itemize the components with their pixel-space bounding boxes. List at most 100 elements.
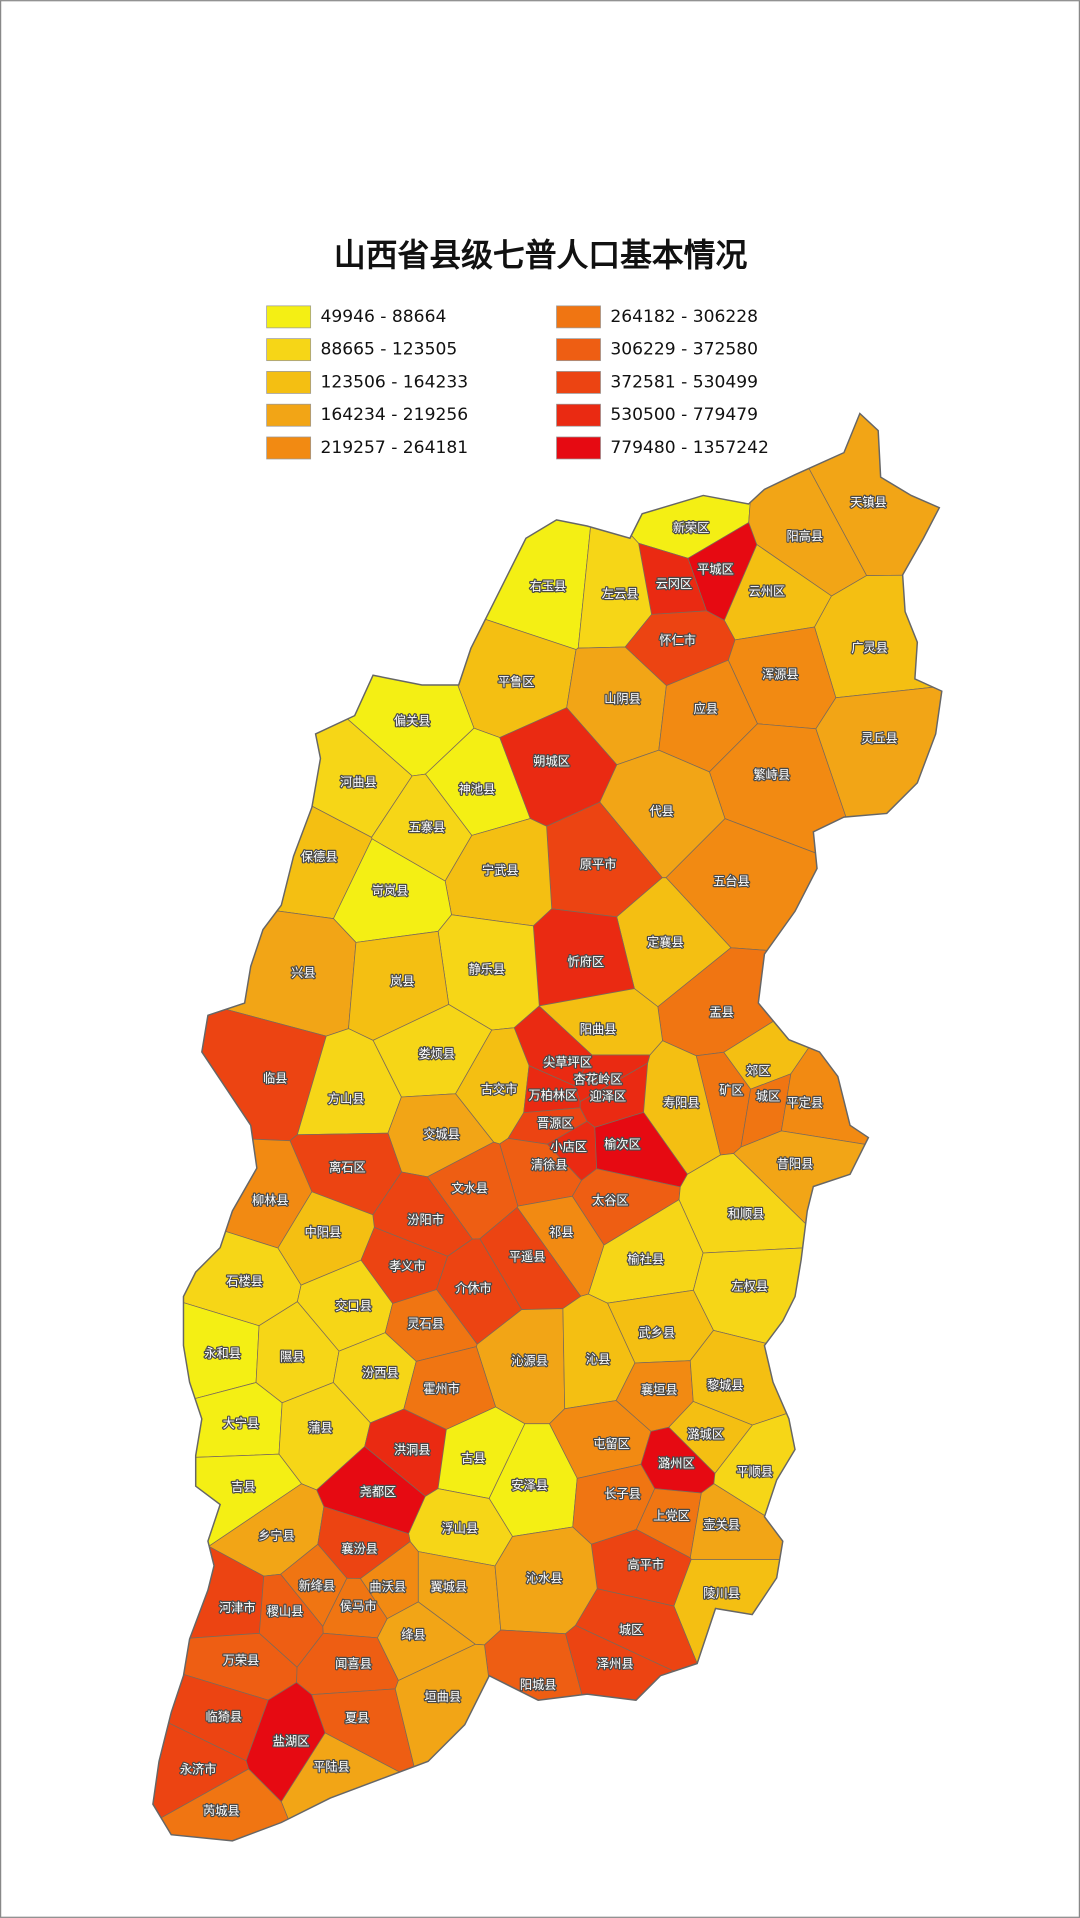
legend-swatch [556, 338, 601, 362]
county-label: 屯留区 [593, 1437, 630, 1451]
county-label: 杏花岭区 [574, 1072, 623, 1087]
county-label: 偏关县 [394, 713, 431, 728]
county-label: 襄垣县 [641, 1382, 678, 1397]
county-label: 壶关县 [703, 1517, 740, 1532]
legend-label: 88665 - 123505 [320, 340, 457, 360]
county-label: 方山县 [328, 1091, 365, 1106]
county-label: 黎城县 [707, 1378, 744, 1392]
county-label: 石楼县 [226, 1273, 263, 1288]
county-label: 娄烦县 [418, 1046, 455, 1061]
county-label: 静乐县 [468, 963, 505, 977]
county-label: 繁峙县 [753, 767, 790, 782]
county-label: 汾阳市 [407, 1212, 444, 1227]
county-label: 兴县 [291, 966, 315, 980]
county-label: 高平市 [627, 1557, 664, 1572]
county-label: 平陆县 [313, 1759, 350, 1774]
county-label: 新荣区 [673, 520, 710, 535]
county-label: 曲沃县 [369, 1580, 406, 1594]
county-label: 五寨县 [409, 820, 446, 835]
county-label: 浮山县 [442, 1521, 479, 1535]
county-label: 原平市 [580, 856, 617, 871]
county-label: 临县 [263, 1071, 287, 1085]
legend-label: 306229 - 372580 [610, 340, 758, 360]
county-label: 盂县 [709, 1005, 733, 1019]
county-label: 阳城县 [520, 1678, 557, 1692]
county-label: 孝义市 [389, 1259, 426, 1274]
legend-label: 372581 - 530499 [610, 372, 758, 392]
county-label: 定襄县 [647, 935, 684, 950]
county-label: 小店区 [550, 1140, 587, 1154]
county-label: 平城区 [697, 563, 734, 577]
county-label: 保德县 [301, 849, 338, 864]
county-label: 广灵县 [851, 641, 888, 655]
county-label: 离石区 [329, 1160, 366, 1175]
county-label: 洪洞县 [394, 1443, 431, 1457]
county-label: 岚县 [390, 975, 414, 989]
county-label: 灵石县 [407, 1317, 444, 1331]
county-label: 郊区 [746, 1064, 770, 1078]
county-label: 上党区 [653, 1508, 690, 1523]
map-title: 山西省县级七普人口基本情况 [334, 237, 748, 274]
county-label: 浑源县 [762, 668, 799, 682]
county-label: 代县 [649, 805, 673, 819]
county-label: 昔阳县 [777, 1157, 814, 1171]
legend-label: 123506 - 164233 [320, 372, 468, 392]
legend-swatch [266, 436, 312, 460]
legend-label: 530500 - 779479 [610, 405, 758, 425]
county-label: 万荣县 [223, 1654, 260, 1668]
county-label: 尖草坪区 [543, 1055, 592, 1069]
county-label: 襄汾县 [341, 1541, 378, 1556]
county-label: 临猗县 [205, 1710, 242, 1724]
county-label: 太谷区 [592, 1193, 629, 1208]
county-label: 平定县 [786, 1095, 823, 1110]
county-label: 闻喜县 [335, 1657, 372, 1671]
county-label: 阳曲县 [580, 1022, 617, 1036]
county-label: 朔城区 [533, 754, 570, 769]
county-label: 盐湖区 [273, 1733, 310, 1748]
county-label: 清徐县 [531, 1157, 568, 1172]
county-label: 柳林县 [252, 1194, 289, 1208]
county-label: 天镇县 [850, 495, 887, 509]
legend-swatch [556, 436, 601, 460]
county-label: 安泽县 [511, 1478, 548, 1493]
legend-label: 264182 - 306228 [610, 307, 758, 327]
county-label: 寿阳县 [663, 1096, 700, 1110]
county-label: 榆次区 [604, 1136, 641, 1151]
legend-label: 164234 - 219256 [320, 405, 468, 425]
county-label: 隰县 [280, 1350, 304, 1364]
county-label: 文水县 [451, 1180, 488, 1195]
county-label: 介休市 [455, 1281, 492, 1296]
county-label: 左权县 [731, 1278, 768, 1293]
county-label: 武乡县 [638, 1326, 675, 1340]
legend: 49946 - 88664 88665 - 123505 123506 - 1642… [266, 305, 769, 460]
county-label: 夏县 [345, 1711, 369, 1725]
county-label: 神池县 [459, 783, 496, 797]
county-label: 翼城县 [431, 1580, 468, 1594]
county-label: 河曲县 [340, 775, 377, 789]
county-label: 和顺县 [728, 1207, 765, 1221]
county-label: 万柏林区 [528, 1087, 577, 1102]
county-label: 绛县 [401, 1628, 425, 1642]
county-label: 永和县 [204, 1347, 241, 1361]
legend-label: 779480 - 1357242 [610, 438, 769, 458]
county-label: 乡宁县 [258, 1528, 295, 1543]
county-label: 新绛县 [298, 1578, 335, 1593]
county-label: 潞城区 [687, 1426, 724, 1441]
county-label: 平顺县 [736, 1465, 773, 1479]
legend-swatch [266, 403, 312, 427]
county-label: 汾西县 [362, 1366, 399, 1380]
county-label: 古县 [461, 1451, 485, 1466]
county-label: 侯马市 [340, 1599, 377, 1614]
county-label: 平鲁区 [498, 675, 535, 689]
county-label: 河津市 [219, 1600, 256, 1615]
county-label: 永济市 [180, 1761, 217, 1776]
county-label: 尧都区 [360, 1485, 397, 1499]
county-label: 垣曲县 [424, 1690, 461, 1704]
county-label: 五台县 [713, 873, 750, 888]
county-label: 稷山县 [267, 1605, 304, 1619]
county-label: 沁县 [586, 1353, 610, 1367]
legend-swatch [266, 371, 312, 394]
county-label: 蒲县 [308, 1421, 332, 1435]
